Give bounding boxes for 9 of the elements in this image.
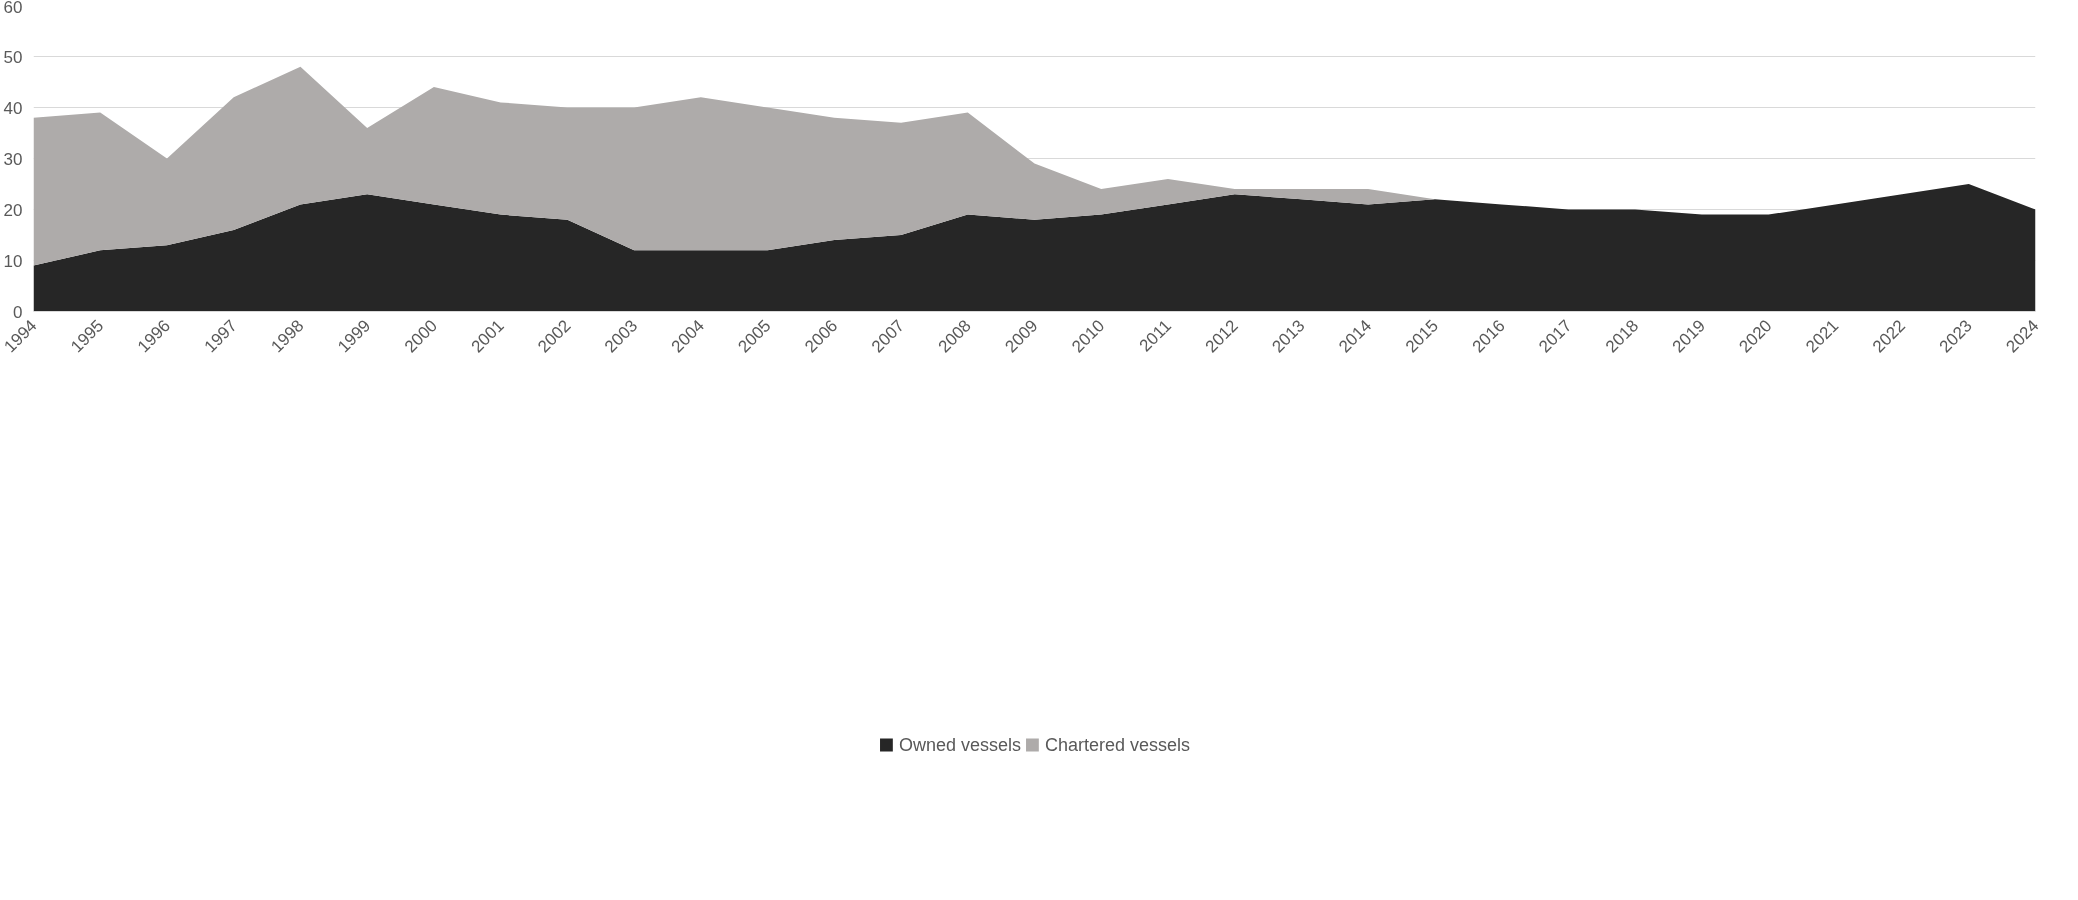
y-tick-label: 40 (3, 98, 23, 118)
y-tick-label: 60 (3, 0, 23, 17)
y-tick-label: 20 (3, 200, 23, 220)
legend-label: Owned vessels (898, 734, 1021, 756)
legend-label: Chartered vessels (1044, 734, 1191, 756)
y-tick-label: 10 (3, 251, 23, 271)
y-tick-label: 0 (13, 302, 23, 322)
y-tick-label: 30 (3, 149, 23, 169)
y-tick-label: 50 (3, 47, 23, 67)
